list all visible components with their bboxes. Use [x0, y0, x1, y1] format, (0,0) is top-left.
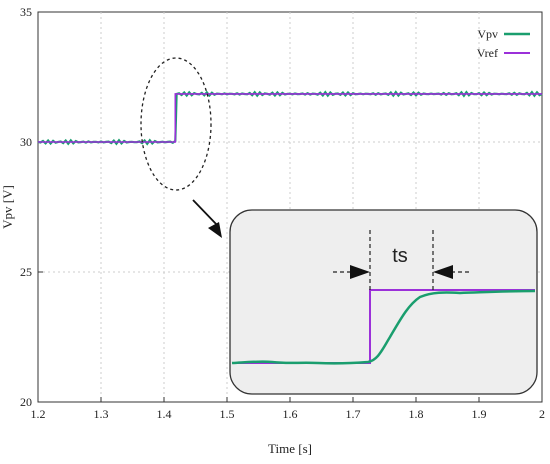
legend-label-vref: Vref — [477, 46, 498, 60]
zoom-arrow-head — [208, 222, 222, 238]
x-tick-label: 1.5 — [220, 407, 235, 421]
x-axis-label: Time [s] — [268, 441, 312, 456]
legend-label-vpv: Vpv — [477, 27, 498, 41]
inset-box — [229, 209, 538, 395]
y-tick-label: 20 — [20, 395, 32, 409]
zoom-inset: ts — [229, 209, 538, 395]
series-line-vref — [38, 93, 542, 143]
ts-left-arrow-head — [350, 265, 370, 279]
ts-right-arrow-head — [433, 265, 453, 279]
series-lines — [37, 90, 543, 146]
x-tick-label: 1.9 — [472, 407, 487, 421]
x-tick-label: 2 — [539, 407, 545, 421]
x-tick-label: 1.2 — [31, 407, 46, 421]
x-tick-label: 1.3 — [94, 407, 109, 421]
x-tick-labels: 1.2 1.3 1.4 1.5 1.6 1.7 1.8 1.9 2 — [31, 407, 546, 421]
x-tick-label: 1.6 — [283, 407, 298, 421]
y-tick-label: 35 — [20, 5, 32, 19]
ts-label: ts — [392, 245, 408, 267]
x-tick-label: 1.4 — [157, 407, 172, 421]
legend: Vpv Vref — [477, 27, 530, 60]
x-tick-label: 1.8 — [409, 407, 424, 421]
y-tick-label: 25 — [20, 265, 32, 279]
step-highlight-ellipse — [140, 57, 212, 191]
y-tick-labels: 20 25 30 35 — [20, 5, 32, 409]
y-tick-label: 30 — [20, 135, 32, 149]
inset-vpv-line — [231, 289, 536, 365]
zoom-arrow — [192, 199, 219, 227]
x-tick-label: 1.7 — [346, 407, 361, 421]
y-axis-label: Vpv [V] — [0, 185, 15, 229]
